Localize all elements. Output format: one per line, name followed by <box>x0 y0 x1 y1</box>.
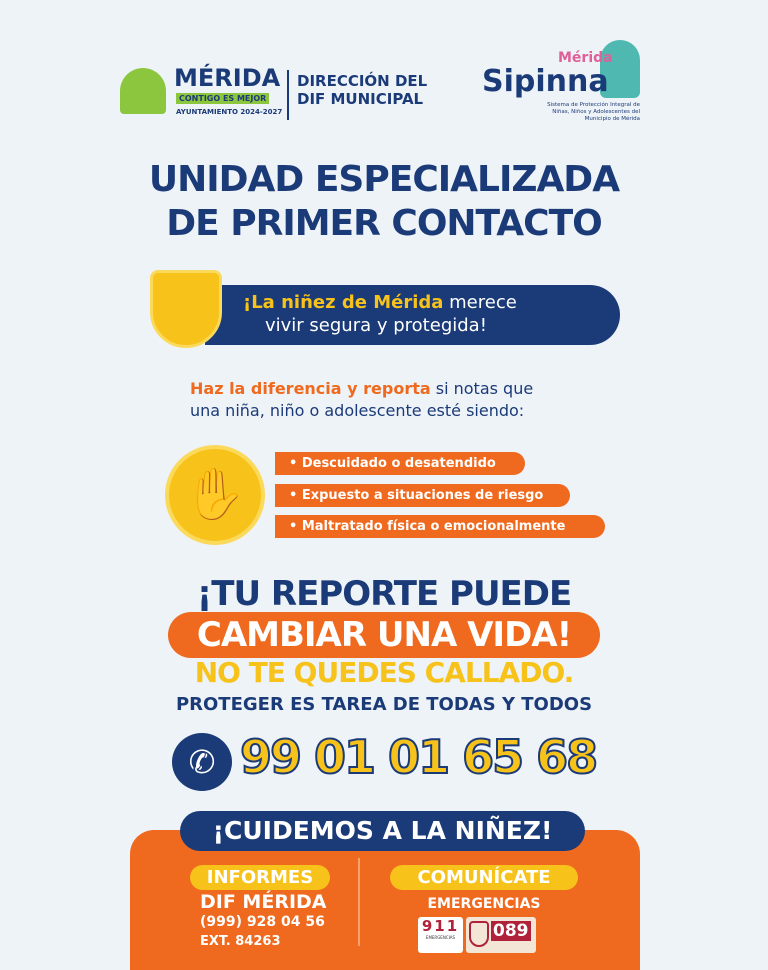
bullet-risk: • Expuesto a situaciones de riesgo <box>275 484 570 507</box>
cta-line1: ¡TU REPORTE PUEDE <box>196 574 572 614</box>
cta-line3: NO TE QUEDES CALLADO. <box>194 656 575 689</box>
stop-hand-warning-icon: ✋ <box>165 445 265 545</box>
emergencias-label: EMERGENCIAS <box>427 896 541 912</box>
page-title: UNIDAD ESPECIALIZADA DE PRIMER CONTACTO <box>148 159 620 244</box>
footer-divider <box>358 858 360 946</box>
dif-merida-name: DIF MÉRIDA <box>200 891 327 913</box>
dif-logo: DIRECCIÓN DEL DIF MUNICIPAL <box>297 72 428 108</box>
bullet-neglect: • Descuidado o desatendido <box>275 452 525 475</box>
footer-banner: ¡CUIDEMOS A LA NIÑEZ! <box>180 811 585 851</box>
sipinna-logo: Mérida Sipinna Sistema de Protección Int… <box>480 40 650 125</box>
logo-divider <box>287 70 289 120</box>
intro-text: Haz la diferencia y reporta si notas que… <box>190 379 534 420</box>
badge-089: 089 <box>466 917 536 953</box>
phone-icon: ✆ <box>172 733 232 791</box>
comunicate-label: COMUNÍCATE <box>390 865 578 890</box>
badge-911: 911 EMERGENCIAS <box>418 917 463 953</box>
informes-label: INFORMES <box>190 865 330 890</box>
dif-phone[interactable]: (999) 928 04 56 <box>200 914 325 930</box>
hotline-number[interactable]: 99 01 01 65 68 <box>239 729 599 785</box>
dinosaur-icon <box>600 40 640 98</box>
shield-children-icon <box>150 270 222 348</box>
dif-extension: EXT. 84263 <box>200 934 281 949</box>
merida-logo: MÉRIDA CONTIGO ES MEJOR AYUNTAMIENTO 202… <box>120 62 290 124</box>
message-banner: ¡La niñez de Mérida merece vivir segura … <box>205 285 620 345</box>
bullet-abuse: • Maltratado física o emocionalmente <box>275 515 605 538</box>
cta-line2: CAMBIAR UNA VIDA! <box>168 612 600 658</box>
merida-emblem-icon <box>120 68 166 114</box>
cta-line4: PROTEGER ES TAREA DE TODAS Y TODOS <box>175 694 593 715</box>
footer-panel <box>130 830 640 970</box>
shield-icon <box>469 921 489 947</box>
